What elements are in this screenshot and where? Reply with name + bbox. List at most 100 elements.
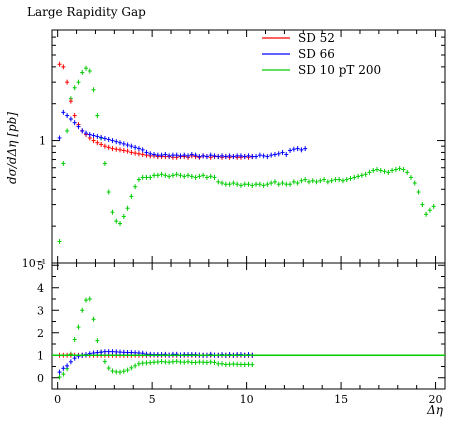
data-point	[95, 140, 100, 146]
ratio-data-point	[99, 349, 104, 355]
ratio-data-point	[68, 359, 73, 365]
data-point	[80, 69, 85, 75]
ratio-data-point	[65, 363, 70, 369]
ratio-data-point	[197, 359, 202, 365]
ratio-data-point	[144, 360, 149, 366]
data-point	[223, 154, 228, 160]
data-point	[340, 178, 345, 184]
data-point	[242, 181, 247, 187]
y-axis-label: dσ/dΔη [pb]	[5, 112, 19, 184]
data-point	[367, 169, 372, 175]
data-point	[87, 132, 92, 138]
ratio-data-point	[72, 355, 77, 361]
data-point	[65, 79, 70, 85]
ratio-data-point	[204, 359, 209, 365]
data-point	[288, 147, 293, 153]
ratio-data-point	[80, 307, 85, 313]
data-point	[106, 137, 111, 143]
data-point	[57, 135, 62, 141]
main-axis-ticks: 1 10⁻¹	[22, 29, 445, 270]
ratio-data-point	[110, 349, 115, 355]
data-point	[223, 181, 228, 187]
data-point	[110, 209, 115, 215]
ratio-data-point	[95, 350, 100, 356]
ratio-data-point	[148, 351, 153, 357]
ratio-data-point	[121, 368, 126, 374]
data-point	[148, 174, 153, 180]
data-point	[189, 151, 194, 157]
data-point	[405, 169, 410, 175]
ratio-data-point	[91, 316, 96, 322]
x-tick-label: 10	[240, 393, 254, 406]
ratio-data-point	[163, 351, 168, 357]
ratio-data-point	[57, 374, 62, 380]
data-point	[420, 202, 425, 208]
data-point	[76, 79, 81, 85]
data-point	[401, 167, 406, 173]
ratio-data-point	[167, 359, 172, 365]
ratio-data-point	[110, 368, 115, 374]
ratio-data-point	[76, 324, 81, 330]
ratio-data-point	[250, 362, 255, 368]
data-point	[118, 140, 123, 146]
ratio-data-point	[235, 361, 240, 367]
data-point	[65, 128, 70, 134]
data-point	[261, 153, 266, 159]
data-point	[95, 133, 100, 139]
ratio-data-point	[102, 359, 107, 365]
data-point	[57, 61, 62, 67]
ratio-y-tick-label: 5	[37, 259, 44, 272]
ratio-data-point	[155, 359, 160, 365]
data-point	[68, 116, 73, 122]
ratio-data-point	[129, 350, 134, 356]
data-point	[201, 153, 206, 159]
data-point	[359, 172, 364, 178]
data-point	[178, 172, 183, 178]
ratio-axis-ticks: 0 5 10 15 20 0 1 2 3 4 5	[37, 259, 445, 406]
data-point	[303, 146, 308, 152]
ratio-data-points	[52, 296, 445, 380]
data-point	[148, 151, 153, 157]
ratio-data-point	[61, 371, 66, 377]
data-point	[136, 177, 141, 183]
data-point	[257, 152, 262, 158]
ratio-data-point	[163, 359, 168, 365]
data-point	[197, 154, 202, 160]
data-point	[306, 179, 311, 185]
data-point	[333, 177, 338, 183]
data-point	[276, 181, 281, 187]
data-point	[155, 172, 160, 178]
data-point	[95, 113, 100, 119]
data-point	[152, 151, 157, 157]
data-point	[235, 181, 240, 187]
main-data-points	[57, 61, 436, 244]
data-point	[84, 130, 89, 136]
data-point	[371, 167, 376, 173]
data-point	[178, 153, 183, 159]
data-point	[363, 171, 368, 177]
data-point	[412, 180, 417, 186]
data-point	[390, 167, 395, 173]
data-point	[325, 179, 330, 185]
data-point	[68, 98, 73, 104]
data-point	[227, 181, 232, 187]
data-point	[99, 134, 104, 140]
data-point	[250, 182, 255, 188]
data-point	[121, 213, 126, 219]
data-point	[303, 177, 308, 183]
ratio-data-point	[129, 365, 134, 371]
data-point	[114, 139, 119, 145]
ratio-plot-frame	[51, 262, 446, 390]
data-point	[378, 167, 383, 173]
data-point	[186, 172, 191, 178]
ratio-data-point	[178, 359, 183, 365]
ratio-data-point	[174, 358, 179, 364]
data-point	[174, 152, 179, 158]
data-point	[310, 178, 315, 184]
data-point	[280, 180, 285, 186]
ratio-y-tick-label: 0	[37, 372, 44, 385]
data-point	[57, 238, 62, 244]
ratio-data-point	[114, 349, 119, 355]
data-point	[424, 211, 429, 217]
